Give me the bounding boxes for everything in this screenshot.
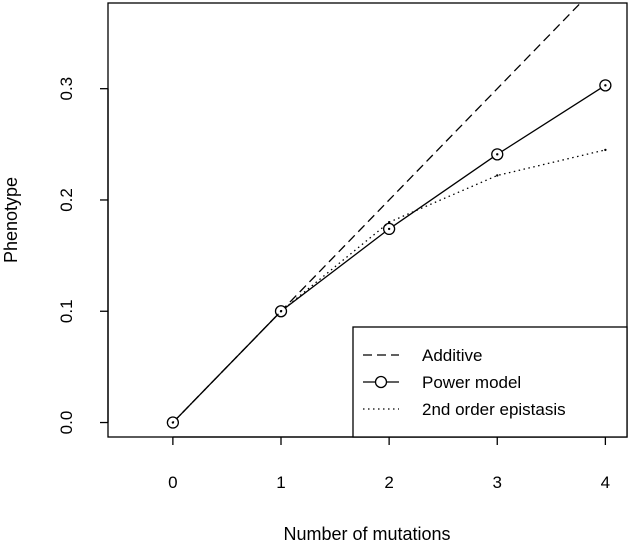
legend: Additive Power model 2nd order epistasis (352, 326, 628, 438)
legend-label-power-model: Power model (422, 373, 521, 392)
x-tick-label: 0 (168, 473, 177, 492)
data-point-center-power-model (604, 84, 607, 87)
x-tick-label: 1 (276, 473, 285, 492)
y-axis-title: Phenotype (1, 177, 21, 263)
x-tick-label: 2 (384, 473, 393, 492)
series-layer (166, 3, 612, 429)
data-point-center-power-model (387, 227, 391, 231)
y-axis: 0.0 0.1 0.2 0.3 (57, 77, 109, 435)
y-tick-label: 0.2 (57, 188, 76, 212)
legend-label-2nd-order-epistasis: 2nd order epistasis (422, 400, 566, 419)
legend-marker-power-model (374, 375, 388, 389)
legend-label-additive: Additive (422, 346, 482, 365)
x-tick-label: 3 (493, 473, 502, 492)
x-tick-label: 4 (601, 473, 610, 492)
data-point-center-power-model (496, 153, 499, 156)
y-tick-label: 0.0 (57, 411, 76, 435)
data-point-2nd-order-epistasis (604, 148, 607, 152)
y-tick-label: 0.3 (57, 77, 76, 101)
x-axis: 0 1 2 3 4 (168, 436, 610, 492)
data-point-2nd-order-epistasis (496, 174, 499, 177)
data-point-2nd-order-epistasis (387, 221, 391, 224)
x-axis-title: Number of mutations (283, 524, 450, 544)
y-tick-label: 0.1 (57, 299, 76, 323)
